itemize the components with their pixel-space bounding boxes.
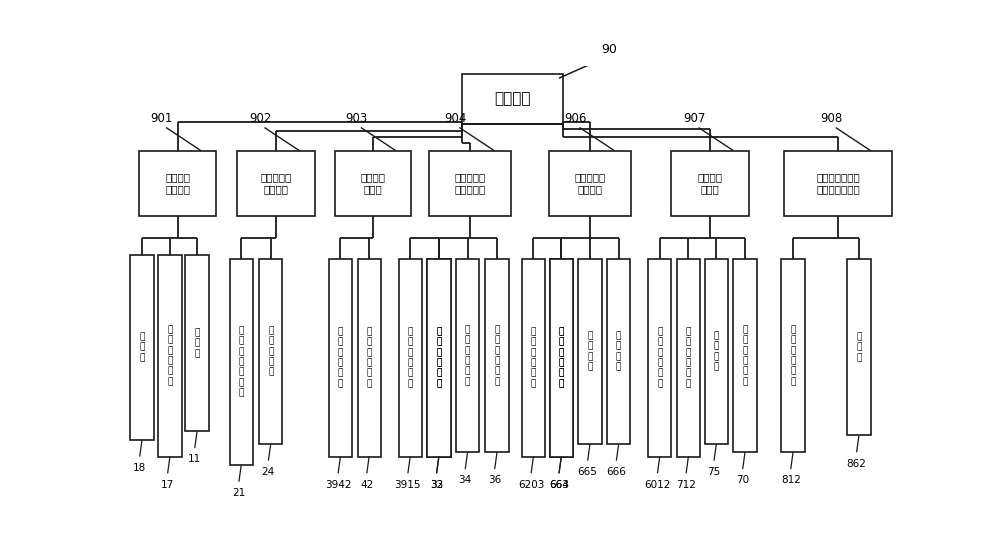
Text: 90: 90: [602, 43, 618, 56]
Bar: [522, 259, 545, 456]
Text: 908: 908: [820, 112, 842, 126]
Text: 小
煤
仓
温
度
表: 小 煤 仓 温 度 表: [465, 325, 470, 386]
Text: 旋
转
换
向
电
机: 旋 转 换 向 电 机: [559, 327, 564, 388]
Text: 11: 11: [188, 454, 201, 465]
Text: 70: 70: [736, 476, 749, 485]
Bar: [550, 259, 573, 456]
Text: 烧焦装置
控制器: 烧焦装置 控制器: [698, 173, 723, 194]
Text: 906: 906: [564, 112, 586, 126]
Text: 焦
炭
质
温
度
表: 焦 炭 质 温 度 表: [657, 327, 662, 388]
Text: 75: 75: [707, 467, 721, 477]
Text: 算
仓
下
料
仓
计: 算 仓 下 料 仓 计: [436, 327, 442, 388]
Bar: [648, 259, 671, 456]
Bar: [705, 259, 728, 444]
Text: 引
风
机: 引 风 机: [139, 333, 145, 362]
Text: 工控中心: 工控中心: [494, 92, 531, 106]
Bar: [784, 151, 892, 216]
Text: 气体换向装
置控制器: 气体换向装 置控制器: [574, 173, 606, 194]
Bar: [259, 259, 282, 444]
Bar: [335, 151, 411, 216]
Text: 907: 907: [683, 112, 705, 126]
Bar: [671, 151, 749, 216]
Text: 36: 36: [488, 476, 501, 485]
Text: 烧
焦
废
气
风
机: 烧 焦 废 气 风 机: [742, 325, 748, 386]
Text: 666: 666: [606, 467, 626, 477]
Text: 旋
转
换
向
电
机: 旋 转 换 向 电 机: [559, 327, 564, 388]
Bar: [462, 74, 563, 124]
Bar: [399, 259, 422, 456]
Bar: [237, 151, 315, 216]
Text: 18: 18: [133, 463, 146, 473]
Bar: [427, 259, 450, 456]
Text: 煤
气
风
机: 煤 气 风 机: [616, 331, 621, 371]
Bar: [578, 259, 602, 444]
Text: 小
煤
仓
下
料
阀: 小 煤 仓 下 料 阀: [494, 325, 500, 386]
Text: 入
炉
煤
输
送
机: 入 炉 煤 输 送 机: [167, 325, 173, 386]
Text: 斗
提
机: 斗 提 机: [194, 328, 200, 358]
Text: 34: 34: [459, 476, 472, 485]
Bar: [429, 151, 511, 216]
Text: 空
气
风
机: 空 气 风 机: [587, 331, 593, 371]
Text: 废
气
室
温
度
表: 废 气 室 温 度 表: [366, 327, 372, 388]
Bar: [329, 259, 352, 456]
Text: 812: 812: [781, 476, 801, 485]
Text: 入炉煤电
气控制器: 入炉煤电 气控制器: [165, 173, 190, 194]
Bar: [358, 259, 381, 456]
Text: 6203: 6203: [518, 479, 544, 490]
Text: 42: 42: [360, 479, 373, 490]
Text: 712: 712: [676, 479, 696, 490]
Bar: [456, 259, 479, 452]
Text: 6012: 6012: [644, 479, 671, 490]
Text: 烧
焦
风
温
度
表: 烧 焦 风 温 度 表: [686, 327, 691, 388]
Text: 902: 902: [249, 112, 271, 126]
Bar: [158, 254, 182, 456]
Text: 663: 663: [549, 479, 569, 490]
Text: 3915: 3915: [395, 479, 421, 490]
Bar: [781, 259, 805, 452]
Text: 901: 901: [151, 112, 173, 126]
Text: 调
节
轮: 调 节 轮: [856, 333, 862, 362]
Text: 燃
烧
室
温
度
表: 燃 烧 室 温 度 表: [531, 327, 536, 388]
Text: 862: 862: [847, 459, 867, 468]
Text: 下
料
控
制
阀: 下 料 控 制 阀: [268, 326, 273, 377]
Text: 预
热
室
温
度
表: 预 热 室 温 度 表: [338, 327, 343, 388]
Bar: [485, 259, 509, 452]
Bar: [677, 259, 700, 456]
Bar: [549, 151, 631, 216]
Bar: [130, 254, 154, 440]
Text: 荒煤气导出冷凝
化产装置控制器: 荒煤气导出冷凝 化产装置控制器: [816, 173, 860, 194]
Bar: [733, 259, 757, 452]
Bar: [427, 259, 450, 456]
Text: 煤
仓
上
料
位
计: 煤 仓 上 料 位 计: [408, 327, 413, 388]
Text: 33: 33: [430, 479, 443, 490]
Text: 进煤装置电
气控制器: 进煤装置电 气控制器: [260, 173, 292, 194]
Text: 荒
煤
气
温
度
表: 荒 煤 气 温 度 表: [790, 325, 796, 386]
Bar: [185, 254, 209, 431]
Text: 17: 17: [161, 479, 174, 490]
Text: 入
炉
煤
粉
输
送
器: 入 炉 煤 粉 输 送 器: [239, 326, 244, 397]
Text: 904: 904: [444, 112, 466, 126]
Text: 21: 21: [232, 488, 246, 498]
Bar: [139, 151, 216, 216]
Bar: [550, 259, 573, 456]
Text: 算
仓
下
料
仓
计: 算 仓 下 料 仓 计: [436, 327, 442, 388]
Text: 664: 664: [549, 479, 569, 490]
Text: 903: 903: [345, 112, 368, 126]
Text: 24: 24: [262, 467, 275, 477]
Text: 预热温度
监测器: 预热温度 监测器: [360, 173, 386, 194]
Text: 32: 32: [430, 479, 443, 490]
Text: 665: 665: [578, 467, 598, 477]
Bar: [847, 259, 871, 436]
Text: 3942: 3942: [325, 479, 351, 490]
Text: 入炉煤调节
电气控制器: 入炉煤调节 电气控制器: [454, 173, 486, 194]
Text: 出
焦
阀
门: 出 焦 阀 门: [714, 331, 719, 371]
Bar: [230, 259, 253, 465]
Bar: [607, 259, 630, 444]
